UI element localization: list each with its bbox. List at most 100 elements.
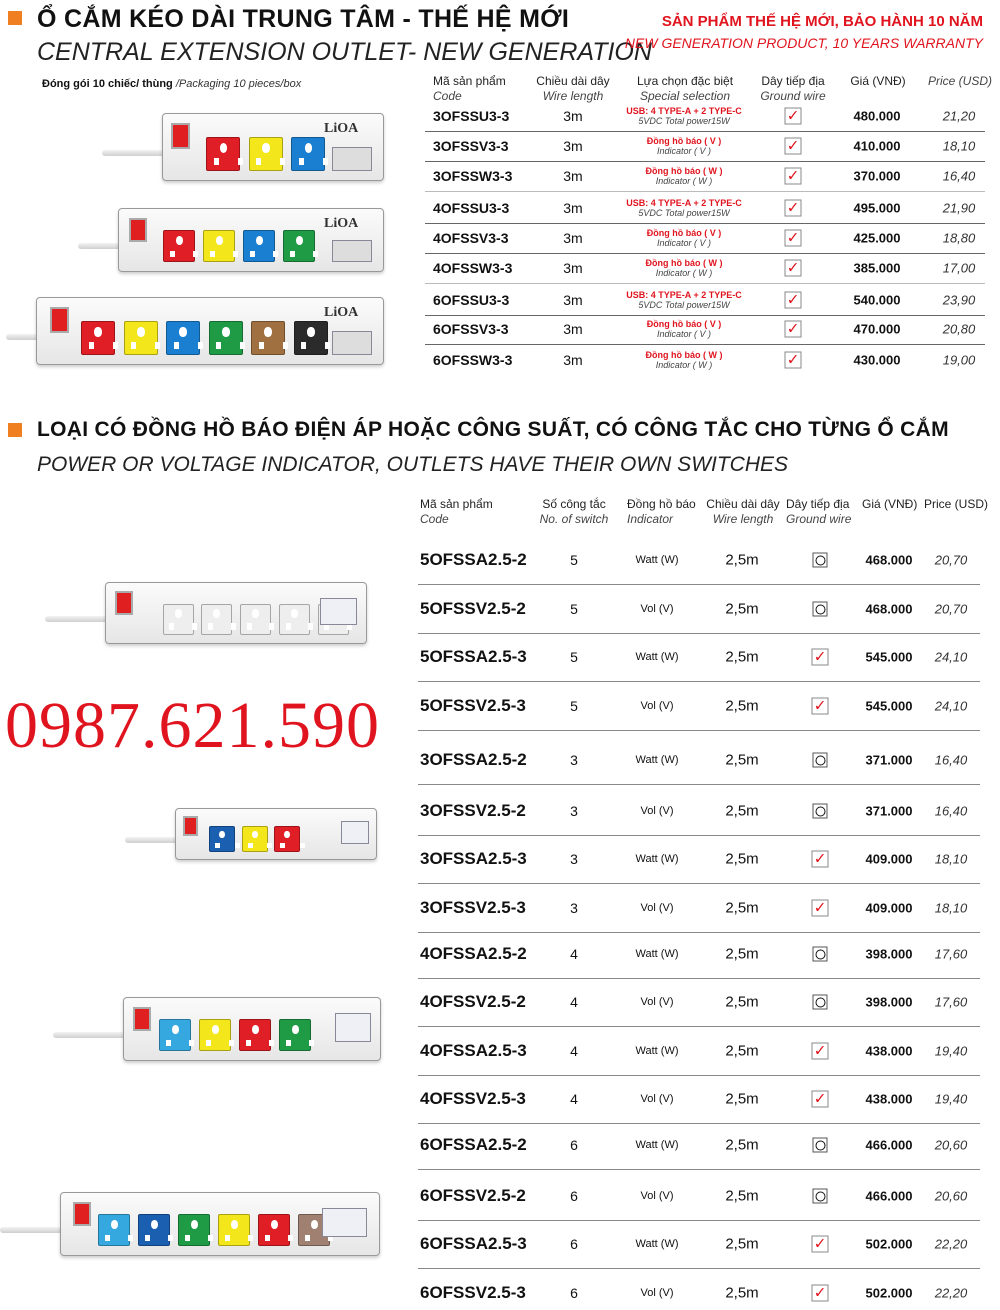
row-divider	[418, 932, 980, 933]
product-code: 5OFSSV2.5-3	[420, 696, 526, 715]
price-usd: 16,40	[942, 168, 976, 184]
price-vnd: 495.000	[853, 200, 901, 216]
product-code: 4OFSSV3-3	[433, 230, 509, 246]
special-en: Indicator ( V )	[656, 146, 712, 156]
section-bullet	[8, 11, 22, 25]
special-selection: USB: 4 TYPE-A + 2 TYPE-C 5VDC Total power…	[626, 106, 741, 126]
price-usd: 20,60	[934, 1137, 968, 1153]
table-1: Mã sản phẩm Code Chiều dài dây Wire length…	[0, 0, 1000, 380]
special-en: 5VDC Total power15W	[638, 116, 730, 126]
socket	[283, 230, 319, 263]
section1-subtitle: CENTRAL EXTENSION OUTLET- NEW GENERATION	[37, 38, 652, 66]
socket	[159, 1019, 195, 1052]
price-vnd: 468.000	[865, 552, 913, 568]
price-vnd: 398.000	[865, 994, 913, 1010]
price-usd: 21,90	[942, 200, 976, 216]
socket	[240, 603, 275, 635]
promo-vi: SẢN PHẨM THẾ HỆ MỚI, BẢO HÀNH 10 NĂM	[661, 13, 983, 30]
th2-switch-vi: Số công tắc	[542, 497, 606, 511]
check-icon: ✓	[784, 259, 802, 277]
price-usd: 24,10	[934, 649, 968, 665]
socket	[98, 1214, 134, 1247]
price-usd: 20,70	[934, 552, 968, 568]
row-divider	[425, 191, 985, 192]
packaging-vi: Đóng gói 10 chiếc/ thùng	[42, 78, 173, 90]
special-selection: USB: 4 TYPE-A + 2 TYPE-C 5VDC Total power…	[626, 290, 741, 310]
power-cable	[78, 243, 128, 250]
check-icon: ✓	[811, 648, 829, 666]
indicator: Watt (W)	[635, 853, 679, 865]
row-divider	[418, 978, 980, 979]
price-vnd: 410.000	[853, 138, 901, 154]
special-en: Indicator ( W )	[655, 360, 713, 370]
th-length-en: Wire length	[542, 89, 604, 103]
product-code: 3OFSSW3-3	[433, 168, 513, 184]
price-usd: 18,10	[934, 851, 968, 867]
section2-subtitle: POWER OR VOLTAGE INDICATOR, OUTLETS HAVE…	[37, 453, 789, 476]
product-code: 3OFSSV2.5-2	[420, 801, 526, 820]
price-vnd: 545.000	[865, 649, 913, 665]
price-usd: 22,20	[934, 1285, 968, 1301]
wire-length: 2,5m	[725, 551, 759, 569]
indicator: Watt (W)	[635, 1139, 679, 1151]
row-divider	[425, 283, 985, 284]
switch-count: 5	[570, 698, 578, 714]
price-usd: 17,00	[942, 260, 976, 276]
product-code: 3OFSSU3-3	[433, 108, 510, 124]
check-icon: ✓	[784, 199, 802, 217]
socket	[293, 320, 331, 355]
socket	[241, 826, 273, 853]
indicator: Watt (W)	[635, 554, 679, 566]
price-vnd: 370.000	[853, 168, 901, 184]
price-vnd: 371.000	[865, 803, 913, 819]
wire-length: 2,5m	[725, 1090, 759, 1108]
th2-ground-en: Ground wire	[786, 512, 852, 526]
indicator: Watt (W)	[635, 754, 679, 766]
row-divider	[418, 1123, 980, 1124]
circle-icon	[812, 552, 828, 568]
price-vnd: 430.000	[853, 352, 901, 368]
th2-ground-vi: Dây tiếp địa	[786, 497, 850, 511]
reset-button	[332, 331, 372, 355]
switch-count: 3	[570, 900, 578, 916]
circle-icon	[812, 803, 828, 819]
special-vi: Đồng hồ báo ( V )	[646, 319, 722, 329]
special-en: Indicator ( W )	[655, 176, 713, 186]
wire-length: 2,5m	[725, 1136, 759, 1154]
product-code: 4OFSSA2.5-3	[420, 1041, 527, 1060]
check-icon: ✓	[811, 1284, 829, 1302]
row-divider	[418, 1075, 980, 1076]
power-switch	[183, 815, 198, 836]
wire-length: 2,5m	[725, 648, 759, 666]
th-code-en: Code	[433, 89, 462, 103]
th2-indicator-vi: Đồng hồ báo	[627, 497, 696, 511]
power-switch	[49, 307, 69, 334]
product-code: 3OFSSV3-3	[433, 138, 509, 154]
price-usd: 16,40	[934, 752, 968, 768]
socket	[278, 603, 314, 635]
indicator: Vol (V)	[640, 805, 674, 817]
row-divider	[418, 1220, 980, 1221]
wire-length: 2,5m	[725, 945, 759, 963]
section1-title: Ổ CẮM KÉO DÀI TRUNG TÂM - THẾ HỆ MỚI	[37, 5, 570, 33]
special-vi: Đồng hồ báo ( W )	[645, 166, 723, 176]
circle-icon	[812, 1188, 828, 1204]
price-vnd: 425.000	[853, 230, 901, 246]
wire-length: 2,5m	[725, 1284, 759, 1302]
socket	[203, 230, 239, 263]
check-icon: ✓	[811, 1235, 829, 1253]
product-code: 3OFSSA2.5-2	[420, 750, 527, 769]
product-code: 6OFSSV2.5-2	[420, 1186, 526, 1205]
th-special: Lựa chọn đặc biệt Special selection	[625, 74, 745, 104]
power-switch	[72, 1201, 91, 1226]
phone-number[interactable]: 0987.621.590	[5, 689, 380, 762]
th2-indicator: Đồng hồ báo Indicator	[627, 497, 696, 527]
check-icon: ✓	[784, 351, 802, 369]
price-vnd: 502.000	[865, 1285, 913, 1301]
special-vi: Đồng hồ báo ( V )	[646, 228, 722, 238]
indicator: Watt (W)	[635, 651, 679, 663]
wire-length: 2,5m	[725, 1235, 759, 1253]
row-divider	[425, 344, 985, 345]
wire-length: 3m	[563, 292, 583, 308]
check-icon: ✓	[784, 229, 802, 247]
